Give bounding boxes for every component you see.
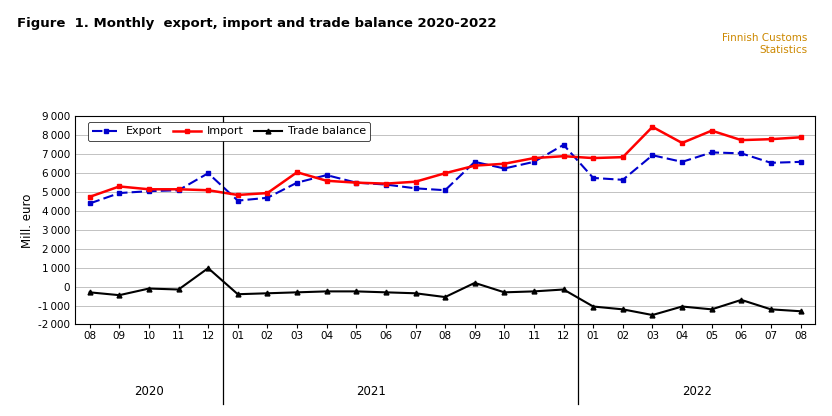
Export — [618, 177, 628, 182]
Trade balance — [677, 304, 687, 309]
Trade balance — [795, 309, 805, 314]
Import — [85, 194, 95, 199]
Import — [233, 193, 243, 198]
Export — [85, 201, 95, 206]
Text: Figure  1. Monthly  export, import and trade balance 2020-2022: Figure 1. Monthly export, import and tra… — [17, 17, 496, 30]
Export — [144, 189, 154, 194]
Export — [795, 159, 805, 164]
Import — [470, 163, 480, 168]
Trade balance — [322, 289, 332, 294]
Export — [233, 198, 243, 203]
Trade balance — [618, 307, 628, 312]
Trade balance — [558, 287, 568, 292]
Import — [351, 180, 361, 185]
Import — [706, 128, 716, 133]
Import — [144, 187, 154, 192]
Legend: Export, Import, Trade balance: Export, Import, Trade balance — [88, 122, 370, 141]
Trade balance — [647, 312, 657, 317]
Trade balance — [203, 266, 213, 271]
Import — [795, 135, 805, 140]
Import — [736, 138, 746, 143]
Import — [440, 171, 450, 176]
Trade balance — [174, 287, 184, 292]
Trade balance — [381, 290, 391, 295]
Trade balance — [736, 297, 746, 302]
Trade balance — [529, 289, 539, 294]
Import — [174, 187, 184, 192]
Export — [292, 180, 302, 185]
Export — [470, 159, 480, 164]
Import — [766, 137, 776, 142]
Export — [203, 171, 213, 176]
Export — [174, 188, 184, 193]
Import — [558, 154, 568, 158]
Text: 2022: 2022 — [682, 384, 712, 398]
Trade balance — [499, 290, 509, 295]
Trade balance — [262, 291, 272, 296]
Export — [440, 188, 450, 193]
Export — [647, 153, 657, 158]
Text: 2020: 2020 — [134, 384, 164, 398]
Import — [529, 156, 539, 161]
Trade balance — [85, 290, 95, 295]
Trade balance — [292, 290, 302, 295]
Trade balance — [114, 293, 124, 298]
Trade balance — [706, 307, 716, 312]
Import — [292, 170, 302, 175]
Import — [618, 155, 628, 160]
Line: Export: Export — [87, 143, 803, 206]
Export — [677, 159, 687, 164]
Trade balance — [144, 286, 154, 291]
Export — [588, 176, 598, 181]
Export — [351, 180, 361, 185]
Text: 2021: 2021 — [356, 384, 386, 398]
Export — [114, 191, 124, 196]
Export — [381, 182, 391, 187]
Import — [677, 141, 687, 146]
Export — [706, 150, 716, 155]
Line: Trade balance: Trade balance — [87, 266, 803, 317]
Import — [322, 178, 332, 183]
Export — [736, 151, 746, 156]
Line: Import: Import — [87, 125, 803, 199]
Trade balance — [766, 307, 776, 312]
Export — [529, 159, 539, 164]
Y-axis label: Mill. euro: Mill. euro — [21, 193, 34, 248]
Export — [322, 173, 332, 178]
Import — [588, 156, 598, 161]
Trade balance — [470, 280, 480, 285]
Import — [647, 124, 657, 129]
Import — [262, 191, 272, 196]
Trade balance — [351, 289, 361, 294]
Trade balance — [440, 295, 450, 300]
Trade balance — [233, 292, 243, 297]
Trade balance — [410, 291, 420, 296]
Import — [381, 181, 391, 186]
Import — [203, 188, 213, 193]
Import — [114, 184, 124, 189]
Export — [262, 195, 272, 200]
Export — [766, 160, 776, 165]
Export — [410, 186, 420, 191]
Text: Finnish Customs
Statistics: Finnish Customs Statistics — [721, 33, 807, 55]
Import — [499, 161, 509, 166]
Import — [410, 179, 420, 184]
Trade balance — [588, 304, 598, 309]
Export — [499, 166, 509, 171]
Export — [558, 142, 568, 147]
